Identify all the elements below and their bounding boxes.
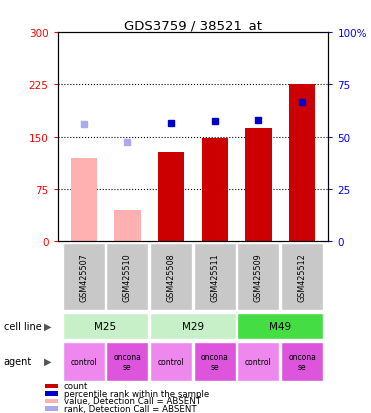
Text: oncona
se: oncona se: [288, 352, 316, 371]
FancyBboxPatch shape: [237, 342, 279, 381]
Text: M49: M49: [269, 321, 291, 331]
FancyBboxPatch shape: [63, 342, 105, 381]
Text: GSM425507: GSM425507: [79, 252, 88, 301]
Bar: [202, 139, 228, 242]
FancyBboxPatch shape: [150, 342, 192, 381]
Bar: [45, 406, 58, 411]
Bar: [158, 153, 184, 242]
Bar: [289, 85, 315, 242]
FancyBboxPatch shape: [106, 243, 148, 311]
Text: rank, Detection Call = ABSENT: rank, Detection Call = ABSENT: [63, 404, 196, 413]
Text: agent: agent: [4, 356, 32, 366]
Text: count: count: [63, 382, 88, 391]
FancyBboxPatch shape: [150, 313, 236, 339]
Text: oncona
se: oncona se: [114, 352, 141, 371]
Bar: [245, 129, 272, 242]
Text: GSM425512: GSM425512: [298, 252, 306, 301]
Text: ▶: ▶: [45, 321, 52, 331]
Bar: [70, 158, 97, 242]
FancyBboxPatch shape: [281, 243, 323, 311]
Text: GSM425509: GSM425509: [254, 252, 263, 301]
Bar: [114, 210, 141, 242]
Bar: [45, 384, 58, 388]
Text: M25: M25: [95, 321, 116, 331]
Text: percentile rank within the sample: percentile rank within the sample: [63, 389, 209, 398]
Text: control: control: [70, 357, 97, 366]
Text: control: control: [245, 357, 272, 366]
Text: GSM425510: GSM425510: [123, 252, 132, 301]
Text: cell line: cell line: [4, 321, 42, 331]
FancyBboxPatch shape: [194, 342, 236, 381]
Bar: [45, 392, 58, 396]
FancyBboxPatch shape: [106, 342, 148, 381]
Text: value, Detection Call = ABSENT: value, Detection Call = ABSENT: [63, 396, 201, 406]
FancyBboxPatch shape: [281, 342, 323, 381]
Title: GDS3759 / 38521_at: GDS3759 / 38521_at: [124, 19, 262, 32]
FancyBboxPatch shape: [237, 313, 323, 339]
Text: ▶: ▶: [45, 356, 52, 366]
FancyBboxPatch shape: [237, 243, 279, 311]
Text: GSM425511: GSM425511: [210, 252, 219, 301]
Text: M29: M29: [182, 321, 204, 331]
Bar: [45, 399, 58, 403]
Text: oncona
se: oncona se: [201, 352, 229, 371]
FancyBboxPatch shape: [63, 313, 148, 339]
FancyBboxPatch shape: [63, 243, 105, 311]
FancyBboxPatch shape: [194, 243, 236, 311]
FancyBboxPatch shape: [150, 243, 192, 311]
Text: GSM425508: GSM425508: [167, 252, 175, 301]
Text: control: control: [158, 357, 184, 366]
